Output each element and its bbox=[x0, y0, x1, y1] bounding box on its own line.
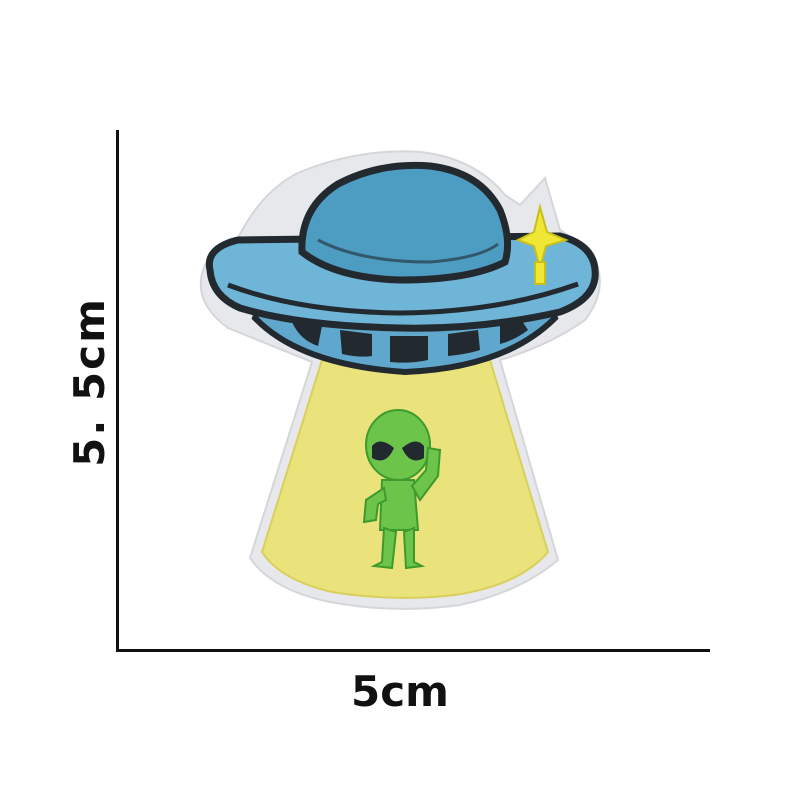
height-dimension-line bbox=[116, 130, 119, 652]
dome-shape bbox=[298, 161, 512, 284]
sparkle-icon bbox=[515, 203, 569, 285]
saucer-windows bbox=[292, 318, 528, 363]
saucer-band-line bbox=[227, 281, 579, 316]
dome-shadow-line bbox=[317, 238, 499, 264]
alien-icon bbox=[362, 409, 442, 570]
width-dimension-label: 5cm bbox=[351, 667, 449, 716]
saucer-dome bbox=[298, 161, 512, 284]
width-dimension-line bbox=[116, 649, 710, 652]
